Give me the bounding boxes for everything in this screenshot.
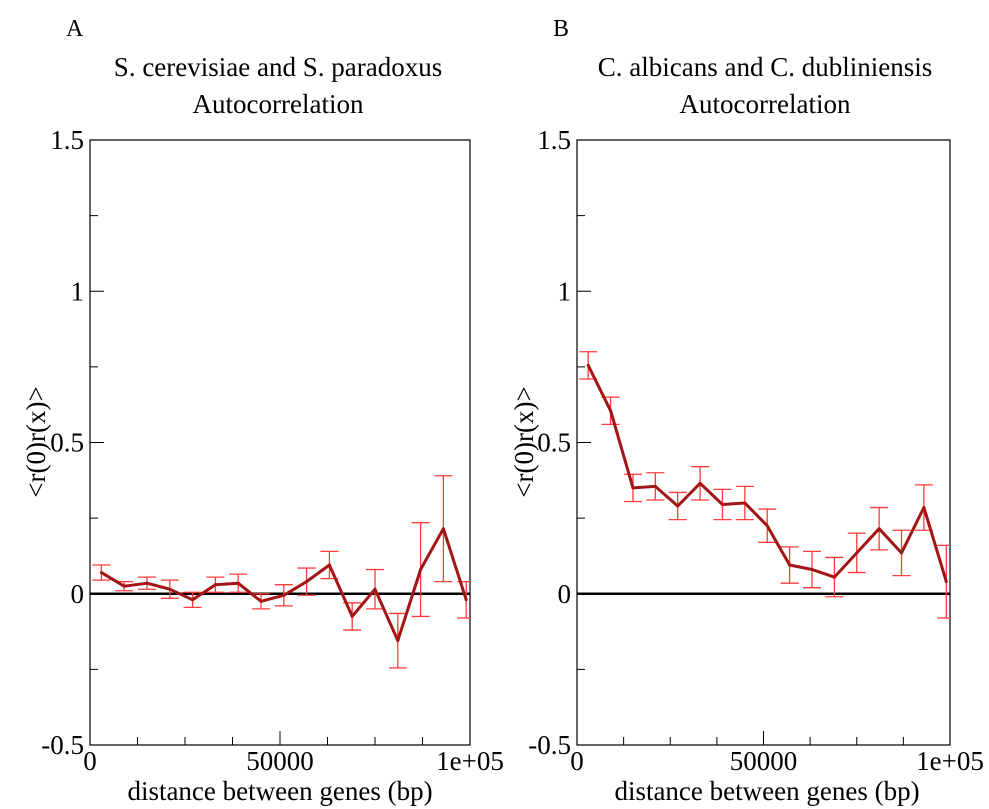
panel-b: B C. albicans and C. dubliniensis Autoco… [509, 16, 984, 806]
panel-b-data-point [900, 551, 904, 555]
panel-b-ylabel: <r(0)r(x)> [509, 386, 539, 497]
panel-a-data-point [305, 580, 309, 584]
panel-b-data-point [810, 568, 814, 572]
panel-a-x-tick-label: 50000 [246, 746, 314, 776]
panel-a-x-tick-label: 1e+05 [436, 746, 504, 776]
panel-b-series-line [586, 364, 948, 583]
panel-b-x-tick-label: 1e+05 [916, 746, 984, 776]
panel-b-data-point [877, 527, 881, 531]
panel-b-data-point [788, 563, 792, 567]
panel-b-plot-frame [576, 139, 951, 746]
panel-a-data-point [350, 614, 354, 618]
panel-a-data-point [213, 583, 217, 587]
panel-b-label: B [553, 16, 569, 42]
panel-b-data-point [586, 363, 590, 367]
panel-a-data-point [419, 568, 423, 572]
panel-a-y-tick-label: -0.5 [41, 730, 84, 760]
panel-a-y-tick-label: 0.5 [50, 428, 84, 458]
panel-a-label: A [66, 16, 84, 42]
panel-b-data-point [676, 504, 680, 508]
panel-b-data-point [609, 409, 613, 413]
panel-a-data-point [122, 584, 126, 588]
panel-b-xlabel: distance between genes (bp) [614, 776, 919, 806]
panel-a-data-point [168, 587, 172, 591]
panel-a-data-point [441, 527, 445, 531]
panel-a-xlabel: distance between genes (bp) [127, 776, 432, 806]
panel-b-plot-area: -0.500.511.50 50000 1e+05 [528, 125, 984, 776]
panel-b-y-tick-label: -0.5 [528, 730, 571, 760]
panel-a-data-point [145, 581, 149, 585]
panel-b-x-tick-label: 0 [570, 746, 584, 776]
panel-a-data-point [464, 598, 468, 602]
panel-b-data-point [855, 551, 859, 555]
panel-a-data-point [236, 581, 240, 585]
panel-a-data-point [191, 598, 195, 602]
panel-a-x-tick-label: 0 [83, 746, 97, 776]
panel-b-y-tick-label: 0.5 [537, 428, 571, 458]
panel-b-data-point [698, 481, 702, 485]
panel-b-title-line2: Autocorrelation [680, 89, 851, 119]
panel-a-ylabel: <r(0)r(x)> [21, 386, 51, 497]
panel-b-data-point [765, 524, 769, 528]
panel-a-data-point [327, 563, 331, 567]
panel-a: A S. cerevisiae and S. paradoxus Autocor… [21, 16, 504, 806]
panel-a-data-point [282, 593, 286, 597]
panel-b-data-point [832, 575, 836, 579]
panel-b-data-point [631, 486, 635, 490]
panel-b-data-point [743, 501, 747, 505]
panel-a-data-point [373, 587, 377, 591]
panel-b-y-tick-label: 1.5 [537, 125, 571, 155]
panel-b-data-point [944, 580, 948, 584]
panel-a-title-line2: Autocorrelation [193, 89, 364, 119]
panel-a-y-tick-label: 1 [71, 276, 85, 306]
panel-b-y-tick-label: 1 [558, 276, 572, 306]
panel-a-title-line1: S. cerevisiae and S. paradoxus [114, 52, 442, 82]
panel-a-data-point [99, 571, 103, 575]
panel-b-data-point [922, 506, 926, 510]
panel-b-data-point [653, 484, 657, 488]
panel-b-x-tick-label: 50000 [730, 746, 798, 776]
panel-a-plot-area: -0.500.511.50 50000 1e+05 [41, 125, 504, 776]
panel-a-y-tick-label: 1.5 [50, 125, 84, 155]
panel-b-data-point [720, 503, 724, 507]
panel-a-plot-frame [89, 139, 471, 746]
panel-a-y-tick-label: 0 [71, 579, 85, 609]
panel-a-data-point [396, 639, 400, 643]
panel-a-data-point [259, 599, 263, 603]
panel-b-title-line1: C. albicans and C. dubliniensis [598, 52, 932, 82]
panel-b-y-tick-label: 0 [558, 579, 572, 609]
